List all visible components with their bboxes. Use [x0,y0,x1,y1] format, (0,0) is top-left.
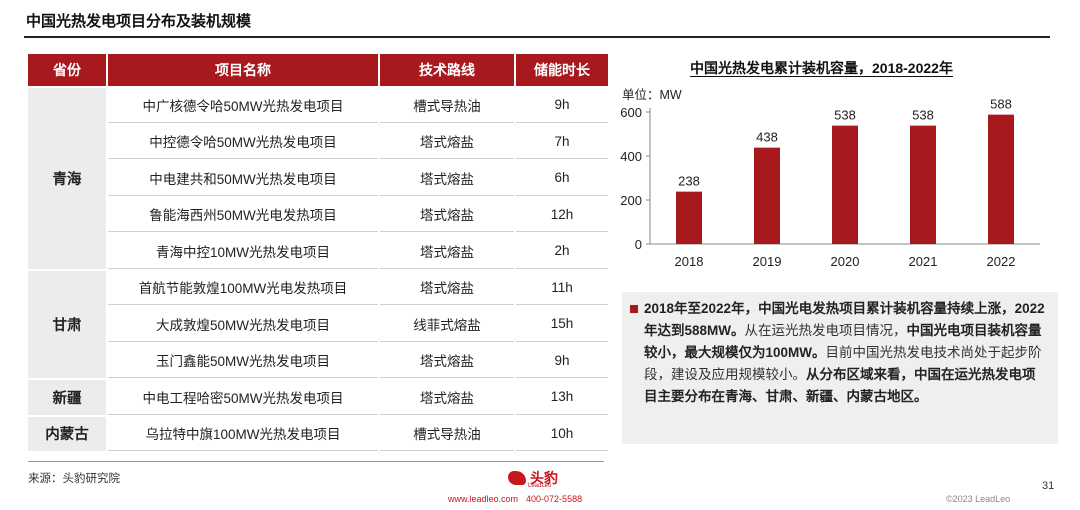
project-name-cell: 中电工程哈密50MW光热发电项目 [108,380,378,415]
bar-2022 [988,114,1014,244]
technology-cell: 塔式熔盐 [380,380,514,415]
province-cell: 青海 [28,88,106,269]
bar-2018 [676,191,702,244]
technology-cell: 塔式熔盐 [380,234,514,269]
brand-sub: LeadLeo [528,483,552,489]
table-row: 大成敦煌50MW光热发电项目 线菲式熔盐 15h [28,307,608,342]
leopard-icon [508,471,526,485]
technology-cell: 槽式导热油 [380,88,514,123]
technology-cell: 塔式熔盐 [380,271,514,305]
storage-duration-cell: 7h [516,125,608,159]
title-divider [24,36,1050,38]
x-tick-label: 2020 [831,254,860,269]
bar-2019 [754,147,780,244]
y-tick-label: 600 [620,105,642,120]
storage-duration-cell: 9h [516,88,608,123]
x-tick-label: 2019 [753,254,782,269]
table-header-row: 省份 项目名称 技术路线 储能时长 [28,54,608,86]
x-tick-label: 2018 [675,254,704,269]
phone-text: 400-072-5588 [526,494,583,504]
copyright: ©2023 LeadLeo [946,494,1011,504]
source-note: 来源：头豹研究院 [28,473,120,485]
summary-note: 2018年至2022年，中国光电发热项目累计装机容量持续上涨，2022年达到58… [622,292,1058,444]
header-technology: 技术路线 [380,54,514,86]
project-name-cell: 玉门鑫能50MW光热发电项目 [108,344,378,378]
header-storage-duration: 储能时长 [516,54,608,86]
note-segment: 目前中国光热发电技术尚处于起步阶段，建设及应用规模较小。 [644,345,1042,382]
y-tick-label: 400 [620,149,642,164]
note-text: 2018年至2022年，中国光电发热项目累计装机容量持续上涨，2022年达到58… [644,301,1045,404]
note-segment: 从在运光热发电项目情况， [744,323,907,338]
chart-title: 中国光热发电累计装机容量，2018-2022年 [690,60,953,76]
project-name-cell: 中控德令哈50MW光热发电项目 [108,125,378,159]
chart-unit-label: 单位：MW [622,88,682,102]
project-name-cell: 乌拉特中旗100MW光热发电项目 [108,417,378,451]
project-name-cell: 首航节能敦煌100MW光电发热项目 [108,271,378,305]
province-cell: 新疆 [28,380,106,415]
x-tick-label: 2021 [909,254,938,269]
technology-cell: 塔式熔盐 [380,344,514,378]
technology-cell: 塔式熔盐 [380,198,514,232]
y-tick-label: 0 [635,237,642,252]
storage-duration-cell: 15h [516,307,608,342]
project-table-container: 省份 项目名称 技术路线 储能时长 青海 中广核德令哈50MW光热发电项目 槽式导热… [26,52,608,453]
note-segment: 从分布区域来看，中国在运光热发电项目主要分布在青海、甘肃、新疆、内蒙古地区。 [644,367,1036,404]
project-name-cell: 中电建共和50MW光热发电项目 [108,161,378,196]
storage-duration-cell: 10h [516,417,608,451]
technology-cell: 线菲式熔盐 [380,307,514,342]
note-bullet-icon [630,305,638,313]
project-name-cell: 中广核德令哈50MW光热发电项目 [108,88,378,123]
note-segment: 2018年至2022年，中国光电发热项目累计装机容量持续上涨，2022年达到58… [644,301,1045,338]
brand-name: 头豹 [530,470,558,486]
header-province: 省份 [28,54,106,86]
brand-logo: 头豹 [508,468,558,488]
website-text[interactable]: www.leadleo.com [448,494,519,504]
project-name-cell: 大成敦煌50MW光热发电项目 [108,307,378,342]
table-row: 内蒙古 乌拉特中旗100MW光热发电项目 槽式导热油 10h [28,416,608,451]
note-segment: 中国光电项目装机容量较小，最大规模仅为100MW。 [644,323,1042,360]
project-name-cell: 青海中控10MW光热发电项目 [108,234,378,269]
bar-value-label: 538 [912,108,934,123]
table-body: 青海 中广核德令哈50MW光热发电项目 槽式导热油 9h 中控德令哈50MW光热发电项目… [28,88,608,451]
table-row: 新疆 中电工程哈密50MW光热发电项目 塔式熔盐 13h [28,380,608,415]
bar-value-label: 238 [678,174,700,189]
storage-duration-cell: 12h [516,198,608,232]
bar-2020 [832,125,858,244]
province-cell: 甘肃 [28,270,106,378]
storage-duration-cell: 6h [516,161,608,196]
province-cell: 内蒙古 [28,416,106,451]
page-number: 31 [1042,480,1055,492]
bar-2021 [910,125,936,244]
table-row: 鲁能海西州50MW光电发热项目 塔式熔盐 12h [28,198,608,232]
bar-value-label: 438 [756,130,778,145]
storage-duration-cell: 2h [516,234,608,269]
project-name-cell: 鲁能海西州50MW光电发热项目 [108,198,378,232]
bar-value-label: 588 [990,97,1012,112]
page-title: 中国光热发电项目分布及装机规模 [26,13,252,30]
table-row: 青海 中广核德令哈50MW光热发电项目 槽式导热油 9h [28,88,608,269]
table-row: 中控德令哈50MW光热发电项目 塔式熔盐 7h [28,125,608,159]
table-row: 中电建共和50MW光热发电项目 塔式熔盐 6h [28,161,608,196]
storage-duration-cell: 11h [516,271,608,305]
table-row: 青海中控10MW光热发电项目 塔式熔盐 2h [28,234,608,269]
bar-value-label: 538 [834,108,856,123]
footer-contact: www.leadleo.com 400-072-5588 [448,494,582,504]
table-row: 甘肃 首航节能敦煌100MW光电发热项目 塔式熔盐 11h [28,270,608,378]
storage-duration-cell: 13h [516,380,608,415]
header-project-name: 项目名称 [108,54,378,86]
project-table: 省份 项目名称 技术路线 储能时长 青海 中广核德令哈50MW光热发电项目 槽式导热… [26,52,610,453]
x-tick-label: 2022 [987,254,1016,269]
table-bottom-rule [28,461,604,462]
storage-duration-cell: 9h [516,344,608,378]
technology-cell: 塔式熔盐 [380,161,514,196]
technology-cell: 槽式导热油 [380,417,514,451]
y-tick-label: 200 [620,193,642,208]
table-row: 玉门鑫能50MW光热发电项目 塔式熔盐 9h [28,344,608,378]
technology-cell: 塔式熔盐 [380,125,514,159]
capacity-bar-chart: 0 200 400 600 238 2018 438 2019 538 2020 538 2021 58… [620,97,1040,269]
